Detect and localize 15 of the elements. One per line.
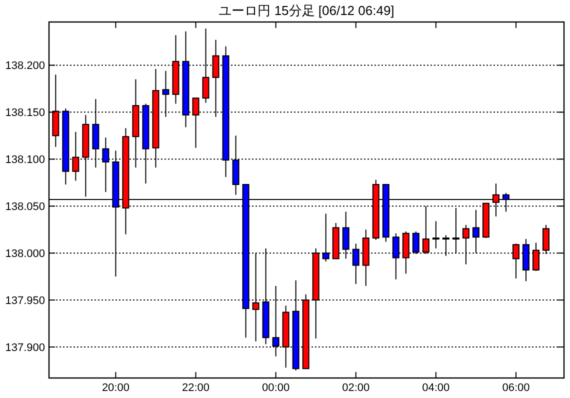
x-tick-label: 04:00 (422, 382, 450, 394)
x-tick-label: 00:00 (262, 382, 290, 394)
x-tick-label: 06:00 (502, 382, 530, 394)
x-tick-label: 20:00 (102, 382, 130, 394)
y-tick-label: 138.100 (5, 154, 45, 166)
chart-title: ユーロ円 15分足 [06/12 06:49] (218, 3, 394, 18)
y-tick-label: 138.000 (5, 248, 45, 260)
y-tick-label: 137.900 (5, 342, 45, 354)
candlestick (432, 220, 440, 249)
y-tick-label: 137.950 (5, 295, 45, 308)
x-tick-label: 02:00 (342, 382, 370, 394)
x-tick-label: 22:00 (182, 382, 210, 394)
y-tick-label: 138.200 (5, 60, 45, 72)
y-tick-label: 138.150 (5, 107, 45, 120)
y-tick-label: 138.050 (5, 201, 45, 214)
